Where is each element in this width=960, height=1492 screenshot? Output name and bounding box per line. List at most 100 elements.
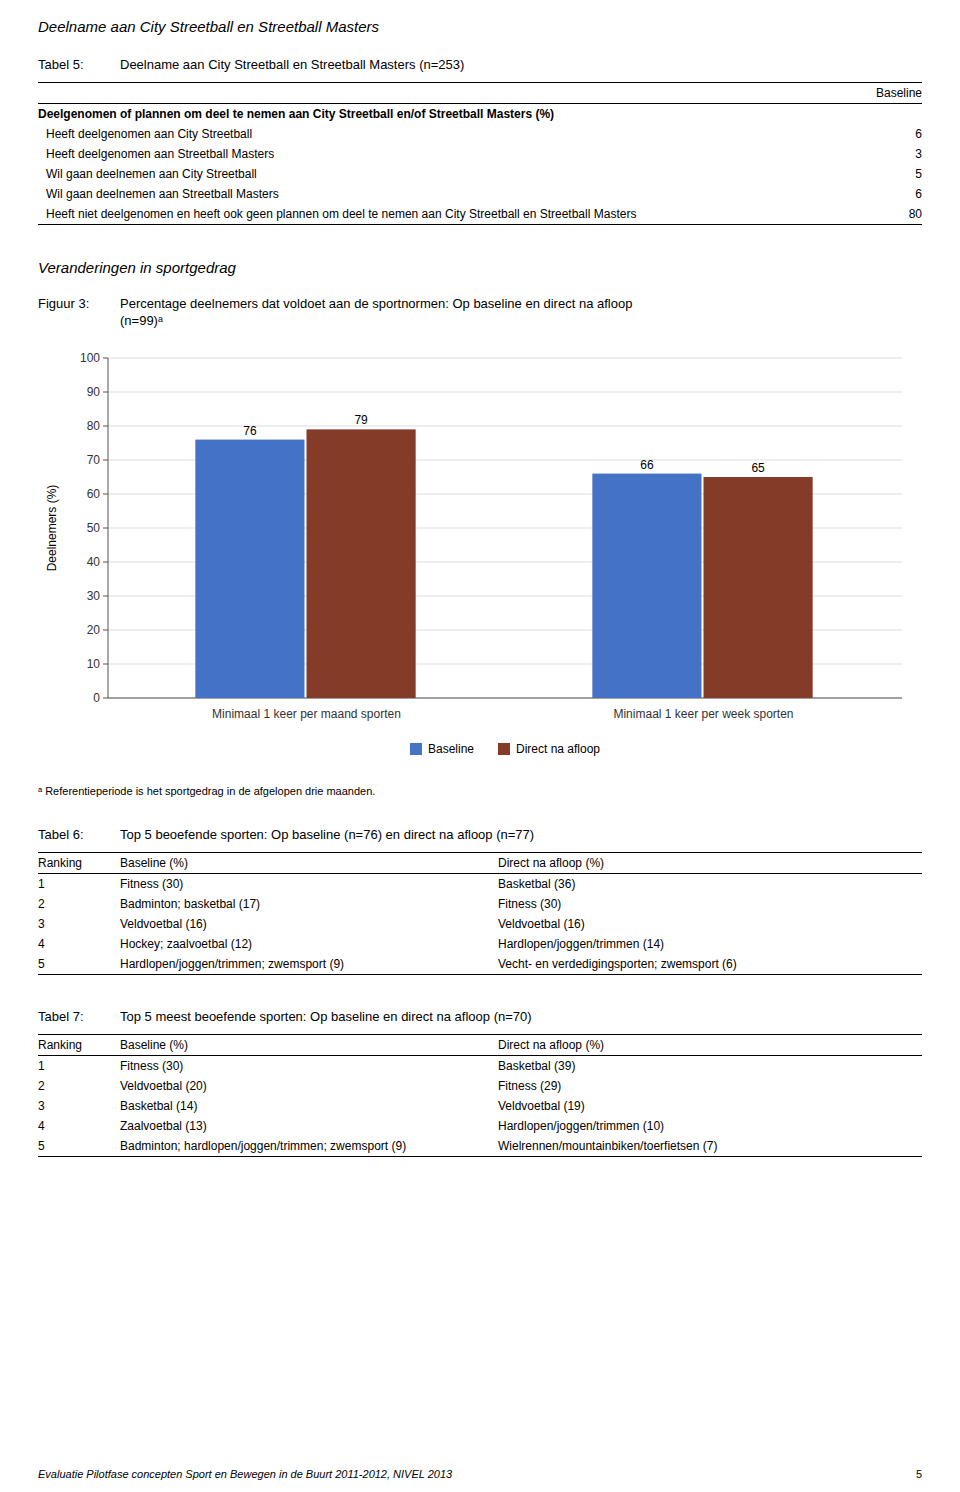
table-cell: Basketbal (39) [498, 1056, 922, 1077]
y-tick-label: 20 [87, 623, 101, 637]
table-cell: Hardlopen/joggen/trimmen (14) [498, 934, 922, 954]
y-tick [103, 698, 108, 699]
table-cell: Zaalvoetbal (13) [120, 1116, 498, 1136]
table-cell: Hardlopen/joggen/trimmen; zwemsport (9) [120, 954, 498, 975]
caption-label: Tabel 7: [38, 1009, 120, 1024]
table-cell: Veldvoetbal (16) [498, 914, 922, 934]
table-header-cell: Baseline (%) [120, 853, 498, 874]
caption-title: Deelname aan City Streetball en Streetba… [120, 57, 464, 72]
y-tick-label: 60 [87, 487, 101, 501]
caption: Tabel 6:Top 5 beoefende sporten: Op base… [38, 827, 922, 842]
y-tick [103, 664, 108, 665]
table-cell: 5 [38, 1136, 120, 1157]
y-tick [103, 426, 108, 427]
table-cell: Wil gaan deelnemen aan Streetball Master… [38, 184, 859, 204]
y-tick [103, 494, 108, 495]
table-row: 2Badminton; basketbal (17)Fitness (30) [38, 894, 922, 914]
table-cell: Badminton; basketbal (17) [120, 894, 498, 914]
table-cell: 80 [859, 204, 922, 225]
caption-label: Tabel 6: [38, 827, 120, 842]
table-cell: Fitness (30) [120, 1056, 498, 1077]
grid-line [108, 358, 902, 359]
table-cell: 6 [859, 124, 922, 144]
table-cell: 4 [38, 1116, 120, 1136]
table-header-cell: Baseline (%) [120, 1035, 498, 1056]
data-labels: 76 79 66 65 [243, 413, 765, 475]
y-tick [103, 358, 108, 359]
y-axis-label: Deelnemers (%) [45, 485, 59, 572]
table-row: 3Veldvoetbal (16)Veldvoetbal (16) [38, 914, 922, 934]
table-cell: 3 [859, 144, 922, 164]
table-cell: Hardlopen/joggen/trimmen (10) [498, 1116, 922, 1136]
data-label: 76 [243, 424, 257, 438]
y-tick-label: 10 [87, 657, 101, 671]
table-header-cell: Direct na afloop (%) [498, 1035, 922, 1056]
legend-swatch [410, 743, 422, 755]
y-tick [103, 562, 108, 563]
data-label: 66 [640, 458, 654, 472]
chart-subtitle-text: (n=99)ᵃ [120, 313, 163, 328]
bar [704, 477, 813, 698]
table-header-row: RankingBaseline (%)Direct na afloop (%) [38, 1035, 922, 1056]
legend-label: Baseline [428, 742, 474, 756]
table: BaselineDeelgenomen of plannen om deel t… [38, 82, 922, 225]
table-cell: Veldvoetbal (20) [120, 1076, 498, 1096]
page: Deelname aan City Streetball en Streetba… [0, 0, 960, 1492]
table-cell: Hockey; zaalvoetbal (12) [120, 934, 498, 954]
y-tick-label: 100 [80, 351, 100, 365]
table-cell: Veldvoetbal (19) [498, 1096, 922, 1116]
bar [592, 474, 701, 698]
grid-line [108, 392, 902, 393]
table-row: 5Hardlopen/joggen/trimmen; zwemsport (9)… [38, 954, 922, 975]
table-header-cell: Ranking [38, 853, 120, 874]
table-cell: 5 [859, 164, 922, 184]
table: RankingBaseline (%)Direct na afloop (%)1… [38, 852, 922, 975]
legend: Baseline Direct na afloop [410, 742, 600, 756]
caption-title: Percentage deelnemers dat voldoet aan de… [120, 296, 632, 311]
table-header-row: Baseline [38, 83, 922, 104]
data-label: 65 [751, 461, 765, 475]
bar [195, 440, 304, 698]
bar [307, 429, 416, 698]
caption-title: Top 5 beoefende sporten: Op baseline (n=… [120, 827, 534, 842]
table-cell: Deelgenomen of plannen om deel te nemen … [38, 104, 922, 125]
x-tick-label: Minimaal 1 keer per maand sporten [212, 707, 401, 721]
table-cell: Fitness (30) [498, 894, 922, 914]
table-cell: 2 [38, 1076, 120, 1096]
table-cell: Basketbal (36) [498, 874, 922, 895]
table-cell: Heeft niet deelgenomen en heeft ook geen… [38, 204, 859, 225]
legend-label: Direct na afloop [516, 742, 600, 756]
y-tick [103, 528, 108, 529]
y-tick [103, 596, 108, 597]
spacer [38, 313, 120, 328]
y-tick-label: 0 [93, 691, 100, 705]
table-row: 1Fitness (30)Basketbal (39) [38, 1056, 922, 1077]
table-header-row: RankingBaseline (%)Direct na afloop (%) [38, 853, 922, 874]
y-tick-label: 90 [87, 385, 101, 399]
table-row: 3Basketbal (14)Veldvoetbal (19) [38, 1096, 922, 1116]
y-tick-label: 40 [87, 555, 101, 569]
table-cell: Badminton; hardlopen/joggen/trimmen; zwe… [120, 1136, 498, 1157]
table-cell: 5 [38, 954, 120, 975]
table-row: 5Badminton; hardlopen/joggen/trimmen; zw… [38, 1136, 922, 1157]
table-cell: 4 [38, 934, 120, 954]
table-cell: 3 [38, 1096, 120, 1116]
data-label: 79 [354, 413, 368, 427]
table-row: 2Veldvoetbal (20)Fitness (29) [38, 1076, 922, 1096]
table-cell: 1 [38, 1056, 120, 1077]
y-tick [103, 392, 108, 393]
y-tick [103, 630, 108, 631]
bars [195, 429, 812, 698]
caption: Figuur 3:Percentage deelnemers dat voldo… [38, 296, 922, 311]
y-axis [108, 358, 109, 698]
y-tick-label: 50 [87, 521, 101, 535]
grid-line [108, 426, 902, 427]
table-cell: Fitness (30) [120, 874, 498, 895]
table-cell: Fitness (29) [498, 1076, 922, 1096]
section-heading: Veranderingen in sportgedrag [38, 259, 922, 276]
table-row: Wil gaan deelnemen aan Streetball Master… [38, 184, 922, 204]
chart: 0102030405060708090100Deelnemers (%)7679… [38, 338, 922, 778]
footnote: ᵃ Referentieperiode is het sportgedrag i… [38, 785, 922, 797]
caption-label: Tabel 5: [38, 57, 120, 72]
table-cell: Wil gaan deelnemen aan City Streetball [38, 164, 859, 184]
